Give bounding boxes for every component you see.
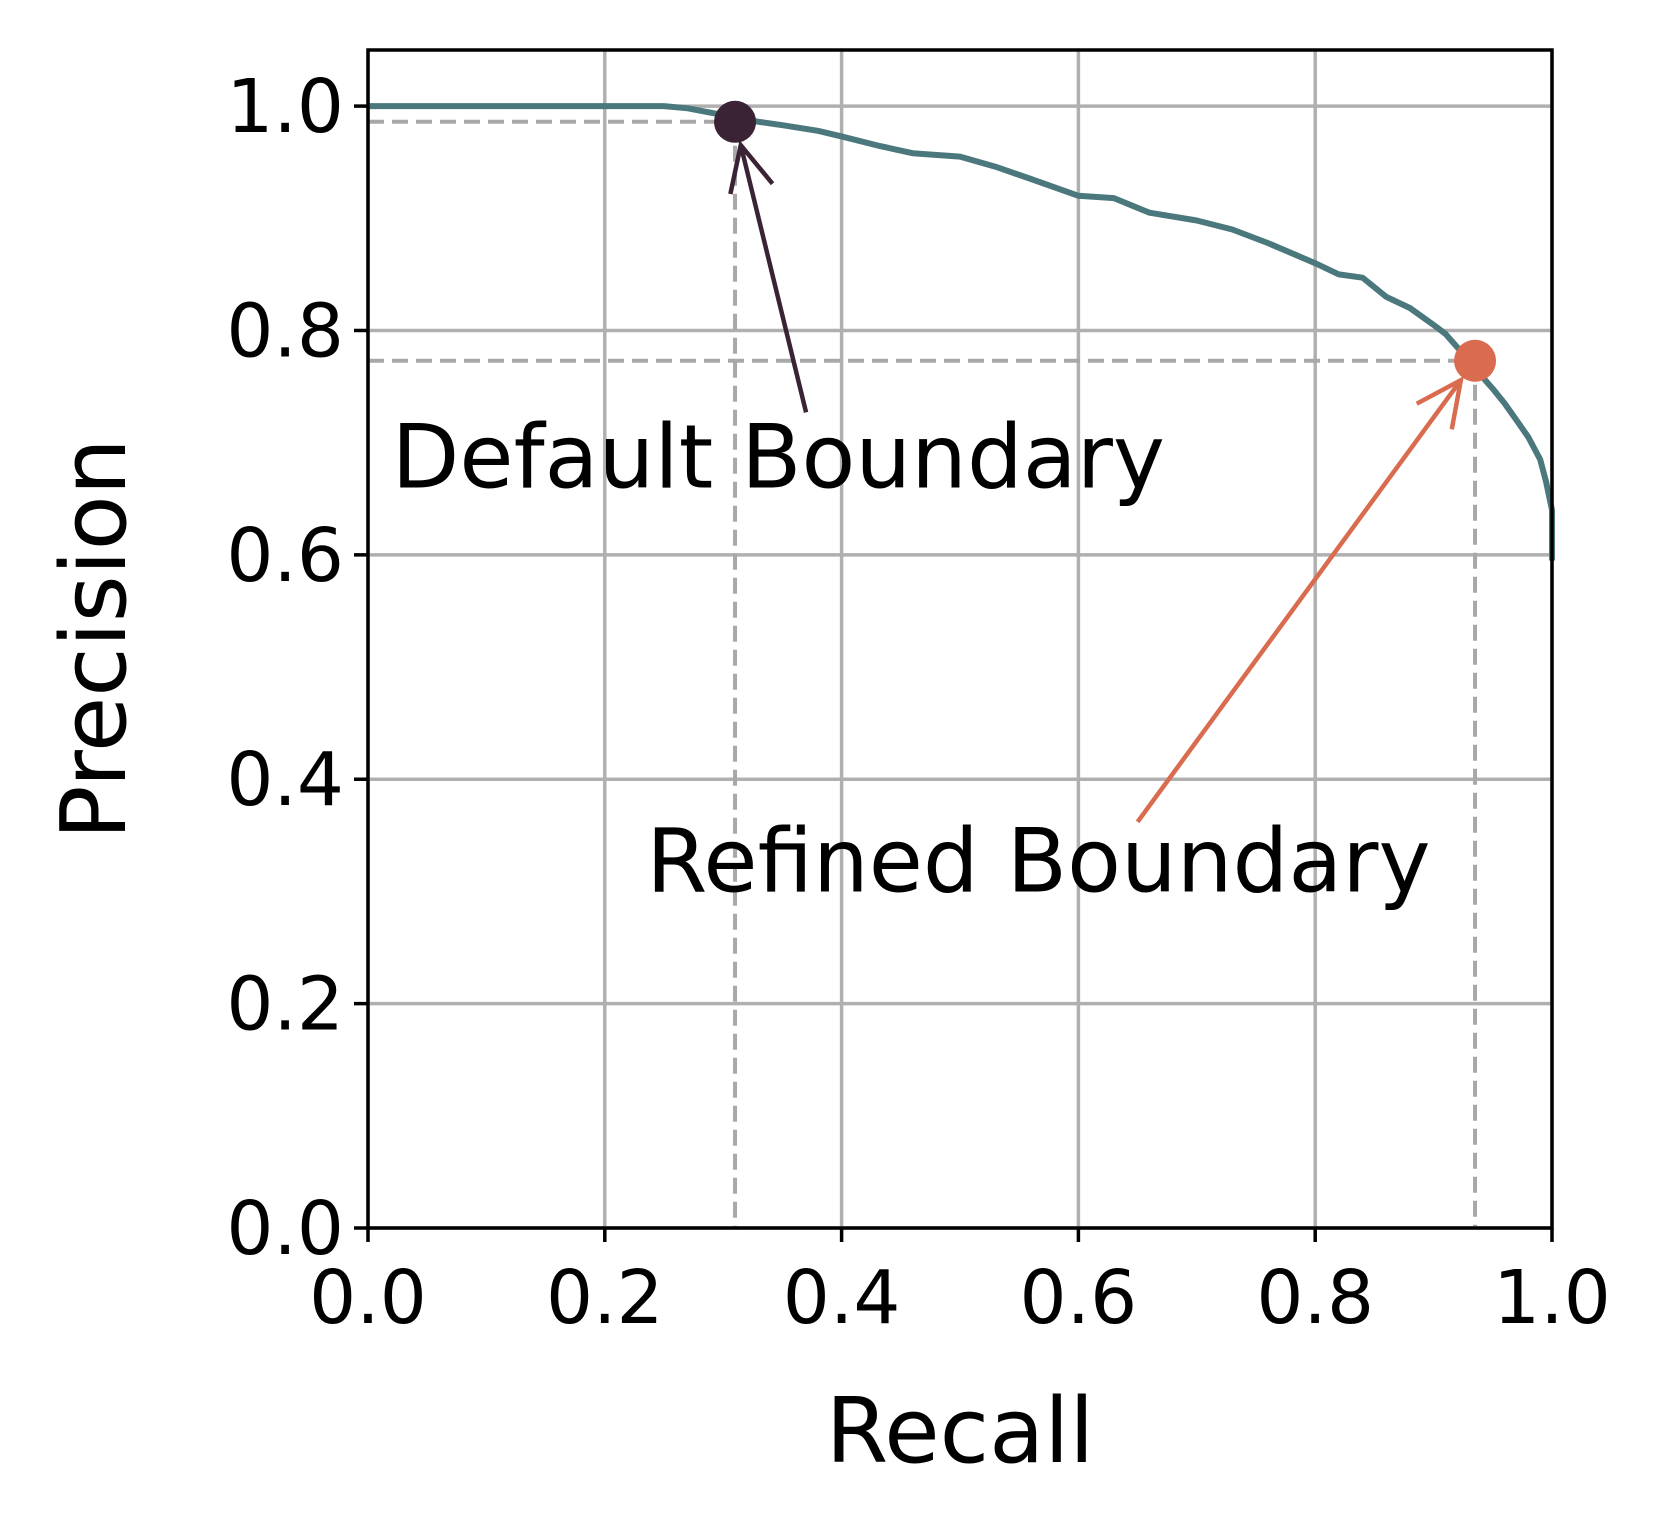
x-tick-label: 0.0 [309, 1255, 427, 1341]
x-axis-label: Recall [826, 1379, 1095, 1484]
y-tick-label: 0.4 [226, 737, 344, 823]
y-tick-label: 0.8 [226, 288, 344, 374]
highlight-point [714, 100, 757, 143]
y-axis-label: Precision [42, 438, 147, 840]
annotation-arrow [1135, 378, 1463, 824]
x-tick-label: 0.6 [1020, 1255, 1138, 1341]
annotation-arrow [738, 144, 809, 413]
axis-ticks: 0.0 0.2 0.4 0.6 0.8 1.0 0.0 0.2 0.4 0.6 0.8 1.0 [226, 64, 1611, 1341]
y-tick-label: 0.2 [226, 962, 344, 1048]
plot-frame [366, 48, 1554, 1230]
y-tick-label: 0.0 [226, 1186, 344, 1272]
annotation-label: Default Boundary [392, 406, 1165, 509]
y-tick-label: 0.6 [226, 513, 344, 599]
grid-lines [366, 50, 1554, 1230]
x-tick-label: 1.0 [1493, 1255, 1611, 1341]
x-tick-label: 0.8 [1256, 1255, 1374, 1341]
reference-guides [368, 119, 1478, 1228]
highlight-markers [714, 100, 1497, 382]
annotation-arrowhead [1415, 375, 1464, 430]
highlight-point [1454, 339, 1497, 382]
x-tick-label: 0.2 [546, 1255, 664, 1341]
y-tick-label: 1.0 [226, 64, 344, 150]
annotation-arrowhead [728, 140, 775, 195]
annotations: Default Boundary Refined Boundary [392, 140, 1464, 912]
x-tick-label: 0.4 [783, 1255, 901, 1341]
annotation-label: Refined Boundary [646, 809, 1430, 912]
